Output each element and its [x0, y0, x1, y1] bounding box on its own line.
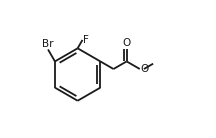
Text: Br: Br: [42, 39, 54, 49]
Text: O: O: [140, 64, 149, 74]
Text: F: F: [83, 35, 89, 45]
Text: O: O: [122, 38, 131, 48]
